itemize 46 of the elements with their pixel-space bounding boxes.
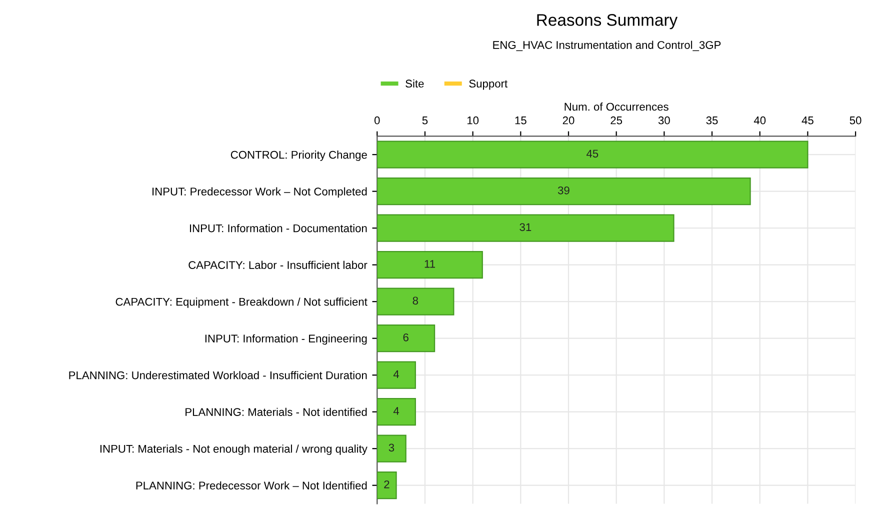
bar	[377, 251, 483, 279]
x-tick-label: 15	[515, 116, 526, 124]
x-tick-label: 0	[374, 116, 380, 124]
y-tick-label: INPUT: Information - Documentation	[190, 224, 367, 232]
legend-label: Site	[406, 79, 424, 88]
x-tick-label: 40	[754, 116, 766, 124]
data-label: 39	[558, 186, 570, 194]
data-label: 6	[403, 333, 408, 342]
y-tick-label: PLANNING: Materials - Not identified	[186, 408, 367, 416]
chart-title: Reasons Summary	[537, 14, 678, 30]
data-label: 3	[388, 444, 394, 452]
bar	[377, 434, 406, 462]
data-label: 2	[384, 480, 390, 488]
x-tick-label: 10	[467, 116, 479, 124]
y-tick-label: INPUT: Predecessor Work – Not Completed	[152, 187, 367, 198]
y-tick-label: CAPACITY: Equipment - Breakdown / Not sufficient	[116, 298, 368, 308]
bar	[377, 398, 416, 426]
x-tick-label: 45	[802, 116, 814, 124]
bar	[377, 472, 397, 500]
x-tick-label: 5	[422, 116, 428, 124]
y-tick-label: INPUT: Information - Engineering	[205, 334, 367, 345]
bar	[377, 140, 808, 168]
bar	[377, 214, 674, 242]
y-tick-label: PLANNING: Underestimated Workload - Insufficient Duration	[69, 371, 367, 380]
data-label: 4	[393, 407, 400, 415]
x-tick-label: 25	[610, 116, 622, 124]
data-label: 11	[424, 260, 435, 268]
data-label: 45	[586, 150, 598, 158]
y-tick-label: CONTROL: Priority Change	[230, 150, 367, 161]
y-tick-label: CAPACITY: Labor - Insufficient labor	[188, 260, 368, 269]
bar	[377, 324, 436, 352]
bar	[377, 361, 416, 389]
data-label: 8	[412, 296, 418, 305]
x-tick-label: 30	[658, 116, 670, 124]
x-axis-title: Num. of Occurrences	[564, 102, 668, 111]
data-label: 4	[393, 370, 400, 378]
x-tick-label: 50	[850, 116, 862, 124]
bar	[377, 178, 751, 206]
x-tick-label: 20	[562, 116, 574, 124]
chart-subtitle: ENG_HVAC Instrumentation and Control_3GP	[493, 40, 721, 52]
y-tick-label: PLANNING: Predecessor Work – Not Identified	[136, 481, 367, 490]
data-label: 31	[520, 223, 532, 232]
y-tick-label: INPUT: Materials - Not enough material / wrong quality	[100, 444, 368, 455]
legend-label: Support	[469, 80, 508, 90]
x-tick-label: 35	[706, 116, 718, 124]
bar	[377, 288, 454, 316]
